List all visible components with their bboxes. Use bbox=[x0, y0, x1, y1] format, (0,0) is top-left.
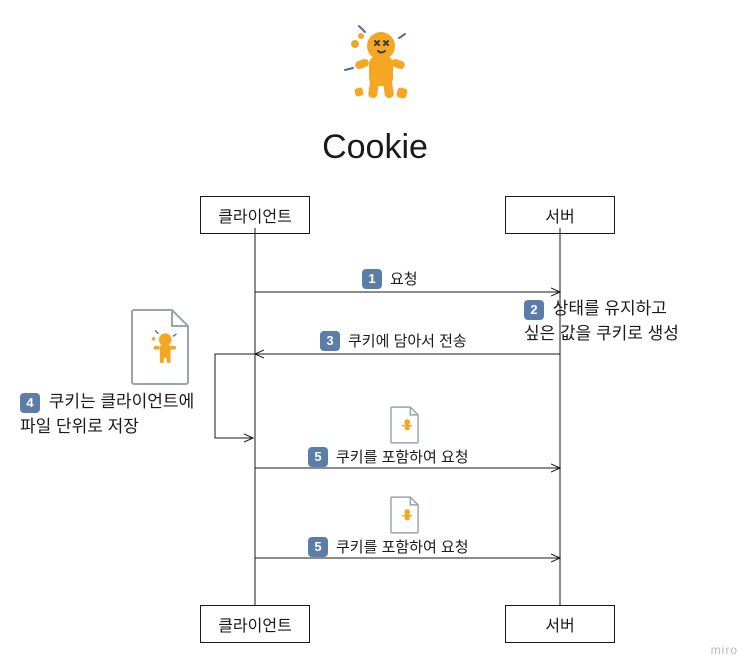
note-line: 싶은 값을 쿠키로 생성 bbox=[524, 324, 679, 343]
step-badge: 5 bbox=[308, 447, 328, 467]
msg-label-1: 1 요청 bbox=[362, 268, 418, 289]
msg-label-5a: 5 쿠키를 포함하여 요청 bbox=[308, 446, 469, 467]
lane-label: 클라이언트 bbox=[218, 618, 292, 635]
lane-server-bottom: 서버 bbox=[505, 605, 615, 643]
cookie-file-small-icon bbox=[390, 406, 420, 449]
watermark: miro bbox=[711, 643, 738, 657]
note-client-store-file: 4 쿠키는 클라이언트에 파일 단위로 저장 bbox=[20, 390, 194, 439]
diagram-title: Cookie bbox=[322, 128, 428, 166]
msg-label-5b: 5 쿠키를 포함하여 요청 bbox=[308, 536, 469, 557]
cookie-file-small-icon bbox=[390, 496, 420, 539]
step-badge: 5 bbox=[308, 537, 328, 557]
msg-text: 요청 bbox=[390, 268, 418, 289]
lane-label: 서버 bbox=[545, 618, 574, 635]
lane-client-top: 클라이언트 bbox=[200, 196, 310, 234]
cookie-file-large-icon bbox=[130, 308, 192, 391]
note-line: 쿠키는 클라이언트에 bbox=[49, 392, 194, 411]
note-line: 파일 단위로 저장 bbox=[20, 417, 139, 436]
title-block bbox=[0, 20, 750, 125]
cookie-hero-icon bbox=[325, 20, 425, 125]
lane-server-top: 서버 bbox=[505, 196, 615, 234]
lane-label: 서버 bbox=[545, 209, 574, 226]
note-server-create-cookie: 2 상태를 유지하고 싶은 값을 쿠키로 생성 bbox=[524, 297, 679, 346]
step-badge: 4 bbox=[20, 393, 40, 413]
note-line: 상태를 유지하고 bbox=[553, 299, 667, 318]
title-text-wrap: Cookie bbox=[0, 128, 750, 167]
step-badge: 2 bbox=[524, 300, 544, 320]
msg-text: 쿠키에 담아서 전송 bbox=[348, 330, 467, 351]
step-badge: 1 bbox=[362, 269, 382, 289]
msg-label-3: 3 쿠키에 담아서 전송 bbox=[320, 330, 467, 351]
msg-text: 쿠키를 포함하여 요청 bbox=[336, 536, 469, 557]
msg-text: 쿠키를 포함하여 요청 bbox=[336, 446, 469, 467]
lane-client-bottom: 클라이언트 bbox=[200, 605, 310, 643]
lane-label: 클라이언트 bbox=[218, 209, 292, 226]
step-badge: 3 bbox=[320, 331, 340, 351]
